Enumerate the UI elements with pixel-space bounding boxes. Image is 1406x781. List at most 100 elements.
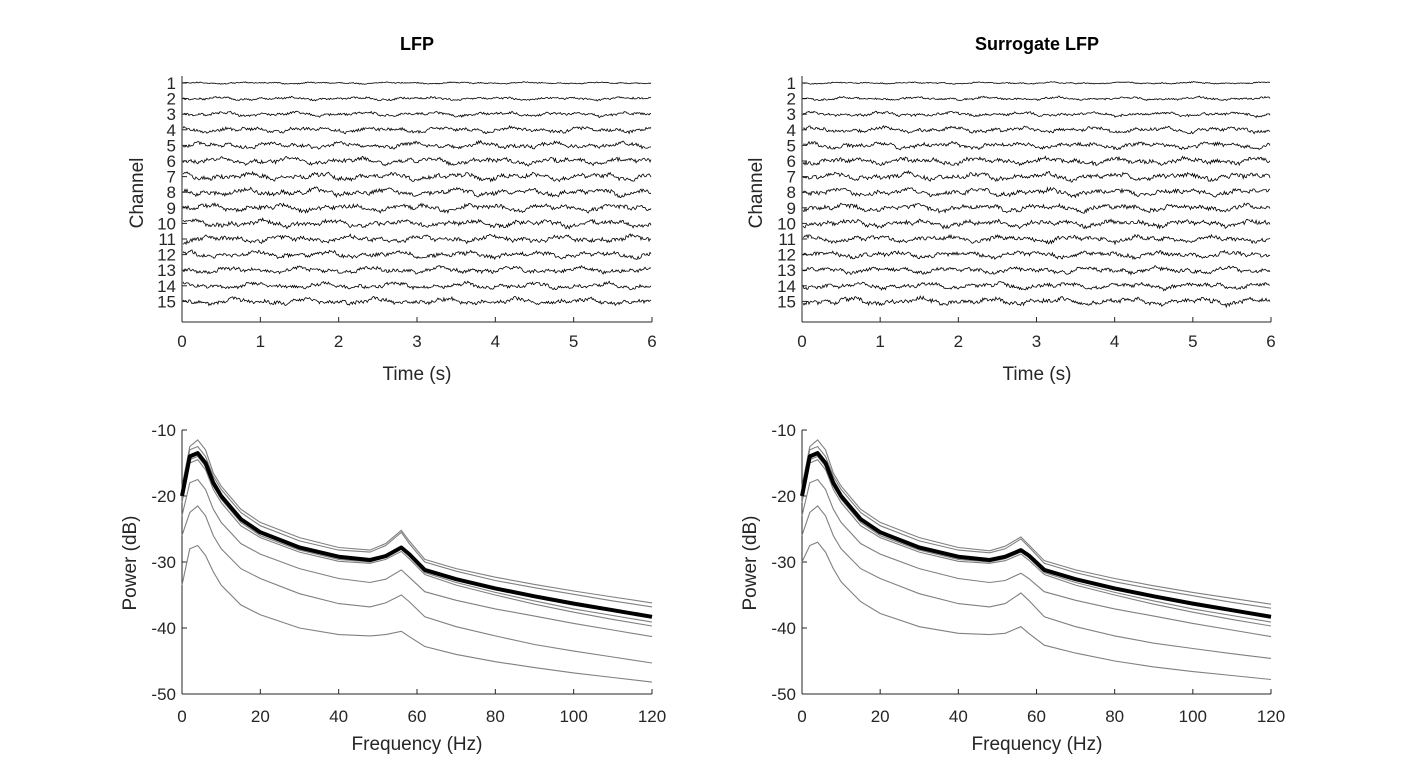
lfp-traces-panel: LFP Time (s) Channel 0 1 2 3 4 5 6123456789101… <box>127 34 657 385</box>
x-tick-label: 2 <box>954 332 963 351</box>
channel-9-trace <box>182 202 652 214</box>
x-tick-label: 40 <box>949 707 968 726</box>
y-tick-label: 13 <box>777 261 796 280</box>
y-tick-label: 8 <box>167 183 176 202</box>
channel-spectrum-line-5 <box>801 459 1272 627</box>
y-tick-label: -10 <box>151 421 176 440</box>
channel-14-trace <box>802 281 1270 292</box>
channel-15-trace <box>802 295 1271 309</box>
channel-5-trace <box>182 139 652 150</box>
y-tick-label: 10 <box>777 214 796 233</box>
x-axis-label: Frequency (Hz) <box>352 734 483 755</box>
channel-3-trace <box>182 110 652 119</box>
y-tick-label: 2 <box>167 90 176 109</box>
channel-2-trace <box>183 95 652 102</box>
channel-12-trace <box>802 249 1271 261</box>
y-tick-label: 1 <box>787 74 796 93</box>
x-tick-label: 5 <box>569 332 578 351</box>
y-tick-label: 12 <box>157 246 176 265</box>
x-tick-label: 1 <box>256 332 265 351</box>
x-tick-label: 40 <box>329 707 348 726</box>
channel-11-trace <box>182 233 652 246</box>
channel-13-trace <box>803 265 1271 276</box>
y-tick-label: 6 <box>787 152 796 171</box>
channel-14-trace <box>182 280 652 291</box>
channel-4-trace <box>802 125 1271 135</box>
channel-3-trace <box>802 110 1271 119</box>
channel-10-trace <box>802 218 1271 230</box>
channel-7-trace <box>802 169 1271 183</box>
y-axis-label: Channel <box>746 158 767 229</box>
y-tick-label: -40 <box>151 619 176 638</box>
y-tick-label: -20 <box>771 487 796 506</box>
x-tick-label: 6 <box>1266 332 1275 351</box>
x-tick-label: 60 <box>1027 707 1046 726</box>
channel-spectrum-line-7 <box>181 505 653 664</box>
y-tick-label: 14 <box>777 277 796 296</box>
x-tick-label: 60 <box>408 707 427 726</box>
channel-spectrum-line-8 <box>801 541 1272 681</box>
y-tick-label: 8 <box>787 183 796 202</box>
x-tick-label: 120 <box>638 707 666 726</box>
y-tick-label: 3 <box>167 105 176 124</box>
channel-spectrum-line-6 <box>801 478 1272 638</box>
x-tick-label: 20 <box>871 707 890 726</box>
y-tick-label: 2 <box>787 90 796 109</box>
channel-spectrum-line-3 <box>181 439 653 604</box>
channel-8-trace <box>802 186 1271 199</box>
channel-spectrum-line-5 <box>181 459 653 627</box>
x-tick-label: 4 <box>1110 332 1119 351</box>
channel-spectrum-line-2 <box>801 445 1272 609</box>
x-tick-label: 0 <box>177 332 186 351</box>
y-tick-label: 6 <box>167 152 176 171</box>
y-tick-label: 14 <box>157 277 176 296</box>
y-tick-label: 13 <box>157 261 176 280</box>
y-tick-label: 1 <box>167 74 176 93</box>
lfp-spectrum-panel: Frequency (Hz) Power (dB) 0 20 40 60 80 100 12… <box>120 421 666 755</box>
channel-15-trace <box>182 295 652 307</box>
x-tick-label: 3 <box>1032 332 1041 351</box>
panel-title: LFP <box>400 34 434 54</box>
channel-12-trace <box>182 249 652 261</box>
channel-1-trace <box>802 81 1271 85</box>
y-tick-label: -50 <box>151 685 176 704</box>
y-tick-label: 4 <box>167 121 176 140</box>
mean-spectrum-line <box>800 451 1272 619</box>
x-axis-label: Time (s) <box>1003 364 1072 385</box>
y-tick-label: 5 <box>167 136 176 155</box>
channel-6-trace <box>802 155 1271 167</box>
y-tick-label: -50 <box>771 685 796 704</box>
x-tick-label: 4 <box>491 332 500 351</box>
mean-spectrum-line <box>180 451 653 619</box>
x-tick-label: 6 <box>647 332 656 351</box>
x-tick-label: 80 <box>486 707 505 726</box>
channel-5-trace <box>803 140 1271 151</box>
y-tick-label: 11 <box>778 230 796 249</box>
channel-spectrum-line-2 <box>181 445 653 608</box>
x-tick-label: 120 <box>1257 707 1285 726</box>
y-tick-label: -30 <box>771 553 796 572</box>
y-axis-label: Channel <box>127 158 148 229</box>
y-tick-label: 15 <box>777 292 796 311</box>
x-tick-label: 80 <box>1105 707 1124 726</box>
surrogate-lfp-traces-panel: Surrogate LFP Time (s) Channel 0 1 2 3 4 5 612… <box>746 34 1276 385</box>
channel-2-trace <box>802 95 1271 102</box>
x-tick-label: 3 <box>412 332 421 351</box>
x-tick-label: 100 <box>559 707 587 726</box>
channel-spectrum-line-8 <box>181 544 653 683</box>
channel-spectrum-line-7 <box>801 505 1272 659</box>
y-tick-label: -30 <box>151 553 176 572</box>
y-tick-label: 11 <box>158 230 176 249</box>
y-tick-label: 7 <box>787 168 796 187</box>
channel-7-trace <box>182 170 652 183</box>
y-tick-label: 12 <box>777 246 796 265</box>
channel-spectrum-line-6 <box>181 478 653 638</box>
y-axis-label: Power (dB) <box>740 515 761 610</box>
x-tick-label: 100 <box>1179 707 1207 726</box>
channel-1-trace <box>182 81 652 85</box>
channel-8-trace <box>182 186 652 199</box>
y-tick-label: 7 <box>167 168 176 187</box>
y-tick-label: 5 <box>787 136 796 155</box>
x-tick-label: 1 <box>875 332 884 351</box>
